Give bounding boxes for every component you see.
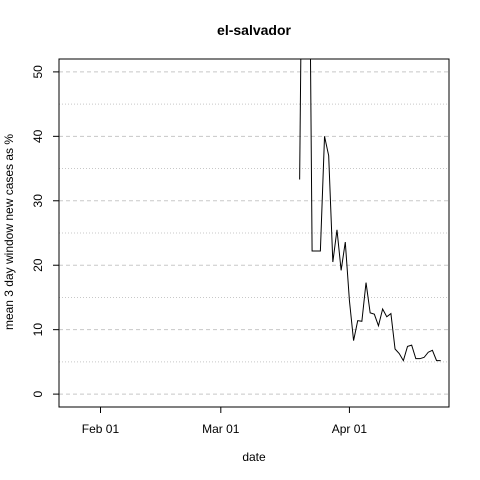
y-axis: 0 10 20 30 40 50	[31, 65, 59, 397]
y-tick-label: 0	[31, 390, 45, 397]
y-axis-label: mean 3 day window new cases as %	[2, 134, 16, 330]
y-tick-label: 40	[31, 129, 45, 143]
series-line	[299, 59, 441, 362]
y-tick-label: 10	[31, 323, 45, 337]
y-tick-label: 30	[31, 194, 45, 208]
plot-frame	[58, 58, 450, 408]
x-tick-label: Apr 01	[332, 422, 368, 436]
x-tick-label: Mar 01	[202, 422, 240, 436]
x-axis: Feb 01 Mar 01 Apr 01	[82, 407, 368, 436]
x-tick-label: Feb 01	[82, 422, 120, 436]
series-layer	[299, 59, 441, 362]
x-axis-label: date	[242, 450, 266, 464]
chart-title: el-salvador	[217, 22, 291, 38]
y-tick-label: 20	[31, 258, 45, 272]
grid	[59, 71, 449, 395]
y-tick-label: 50	[31, 65, 45, 79]
